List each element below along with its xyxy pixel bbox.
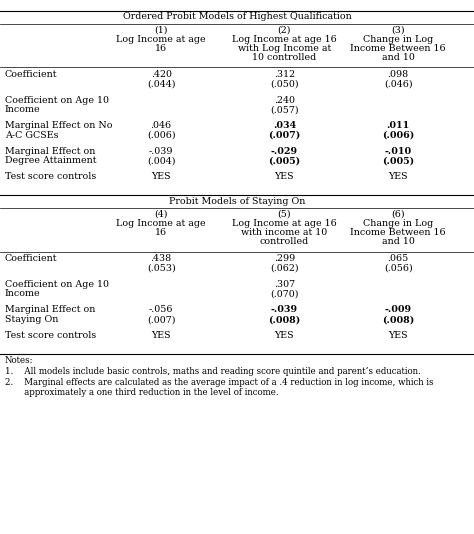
Text: (2): (2) [278, 26, 291, 35]
Text: (.044): (.044) [147, 80, 175, 89]
Text: (6): (6) [392, 210, 405, 219]
Text: Coefficient on Age 10: Coefficient on Age 10 [5, 280, 109, 289]
Text: 2.    Marginal effects are calculated as the average impact of a .4 reduction in: 2. Marginal effects are calculated as th… [5, 378, 433, 387]
Text: YES: YES [388, 331, 408, 340]
Text: Log Income at age: Log Income at age [116, 219, 206, 228]
Text: Notes:: Notes: [5, 356, 33, 365]
Text: .299: .299 [274, 254, 295, 263]
Text: A-C GCSEs: A-C GCSEs [5, 131, 58, 140]
Text: 1.    All models include basic controls, maths and reading score quintile and pa: 1. All models include basic controls, ma… [5, 367, 420, 376]
Text: (.006): (.006) [147, 131, 175, 140]
Text: Marginal Effect on: Marginal Effect on [5, 305, 95, 315]
Text: (.008): (.008) [382, 315, 414, 324]
Text: (.007): (.007) [147, 315, 175, 324]
Text: Marginal Effect on No: Marginal Effect on No [5, 121, 112, 130]
Text: with income at 10: with income at 10 [241, 228, 328, 237]
Text: Income Between 16: Income Between 16 [350, 44, 446, 53]
Text: YES: YES [151, 172, 171, 182]
Text: Ordered Probit Models of Highest Qualification: Ordered Probit Models of Highest Qualifi… [123, 12, 351, 21]
Text: Coefficient on Age 10: Coefficient on Age 10 [5, 96, 109, 105]
Text: -.056: -.056 [149, 305, 173, 315]
Text: .034: .034 [273, 121, 296, 130]
Text: -.009: -.009 [385, 305, 411, 315]
Text: Change in Log: Change in Log [363, 219, 433, 228]
Text: (3): (3) [392, 26, 405, 35]
Text: .065: .065 [388, 254, 409, 263]
Text: YES: YES [274, 331, 294, 340]
Text: Probit Models of Staying On: Probit Models of Staying On [169, 197, 305, 206]
Text: Test score controls: Test score controls [5, 331, 96, 340]
Text: Log Income at age 16: Log Income at age 16 [232, 219, 337, 228]
Text: .098: .098 [388, 70, 409, 79]
Text: .240: .240 [274, 96, 295, 105]
Text: 16: 16 [155, 228, 167, 237]
Text: -.010: -.010 [384, 147, 412, 156]
Text: .046: .046 [151, 121, 172, 130]
Text: with Log Income at: with Log Income at [238, 44, 331, 53]
Text: Coefficient: Coefficient [5, 254, 57, 263]
Text: (.050): (.050) [270, 80, 299, 89]
Text: controlled: controlled [260, 237, 309, 246]
Text: Income: Income [5, 105, 40, 114]
Text: Test score controls: Test score controls [5, 172, 96, 182]
Text: -.039: -.039 [271, 305, 298, 315]
Text: (1): (1) [155, 26, 168, 35]
Text: Income: Income [5, 289, 40, 299]
Text: (.046): (.046) [384, 80, 412, 89]
Text: YES: YES [388, 172, 408, 182]
Text: Coefficient: Coefficient [5, 70, 57, 79]
Text: Income Between 16: Income Between 16 [350, 228, 446, 237]
Text: Marginal Effect on: Marginal Effect on [5, 147, 95, 156]
Text: .011: .011 [386, 121, 410, 130]
Text: Change in Log: Change in Log [363, 35, 433, 44]
Text: YES: YES [274, 172, 294, 182]
Text: and 10: and 10 [382, 237, 415, 246]
Text: YES: YES [151, 331, 171, 340]
Text: (4): (4) [155, 210, 168, 219]
Text: (.005): (.005) [382, 156, 414, 166]
Text: 16: 16 [155, 44, 167, 53]
Text: Log Income at age 16: Log Income at age 16 [232, 35, 337, 44]
Text: approximately a one third reduction in the level of income.: approximately a one third reduction in t… [5, 388, 278, 397]
Text: (.053): (.053) [147, 264, 175, 273]
Text: Degree Attainment: Degree Attainment [5, 156, 96, 166]
Text: 10 controlled: 10 controlled [252, 53, 317, 62]
Text: .307: .307 [274, 280, 295, 289]
Text: (.070): (.070) [270, 289, 299, 299]
Text: .312: .312 [274, 70, 295, 79]
Text: -.039: -.039 [149, 147, 173, 156]
Text: (.004): (.004) [147, 156, 175, 166]
Text: .420: .420 [151, 70, 172, 79]
Text: (.056): (.056) [384, 264, 412, 273]
Text: (.005): (.005) [268, 156, 301, 166]
Text: (.057): (.057) [270, 105, 299, 114]
Text: (.062): (.062) [270, 264, 299, 273]
Text: and 10: and 10 [382, 53, 415, 62]
Text: .438: .438 [151, 254, 172, 263]
Text: Log Income at age: Log Income at age [116, 35, 206, 44]
Text: -.029: -.029 [271, 147, 298, 156]
Text: (.007): (.007) [268, 131, 301, 140]
Text: (.008): (.008) [268, 315, 301, 324]
Text: Staying On: Staying On [5, 315, 58, 324]
Text: (5): (5) [278, 210, 291, 219]
Text: (.006): (.006) [382, 131, 414, 140]
